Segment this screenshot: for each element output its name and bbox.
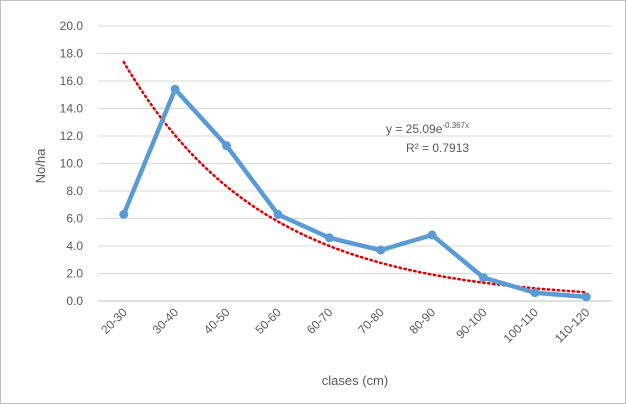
x-tick-label: 70-80 <box>355 305 387 337</box>
data-point <box>479 273 488 283</box>
x-tick-label: 80-90 <box>407 305 439 337</box>
data-point <box>427 230 437 240</box>
data-point <box>530 288 540 298</box>
y-tick-label: 2.0 <box>66 267 83 281</box>
y-tick-label: 8.0 <box>66 184 83 198</box>
y-tick-label: 18.0 <box>60 47 84 61</box>
data-point <box>273 209 283 219</box>
x-tick-label: 60-70 <box>304 305 336 337</box>
x-tick-label: 50-60 <box>252 305 284 337</box>
series-line <box>121 87 589 300</box>
y-axis-ticks: 0.0 2.0 4.0 6.0 8.0 10.0 12.0 14.0 16.0 18.0 20.0 <box>60 19 84 308</box>
gridlines <box>98 25 612 302</box>
x-tick-label: 30-40 <box>150 305 182 337</box>
data-point <box>376 245 386 255</box>
x-tick-label: 20-30 <box>98 305 130 337</box>
trendline <box>122 60 588 294</box>
y-tick-label: 16.0 <box>60 74 84 88</box>
x-tick-label: 90-100 <box>453 305 490 342</box>
x-axis-ticks: 20-30 30-40 40-50 50-60 60-70 70-80 80-90 90-10… <box>98 305 592 346</box>
y-tick-label: 4.0 <box>66 239 83 253</box>
r-squared-label: R² = 0.7913 <box>406 141 469 155</box>
x-axis-title: clases (cm) <box>322 373 388 388</box>
y-tick-label: 12.0 <box>60 129 84 143</box>
data-point <box>324 233 334 243</box>
y-tick-label: 6.0 <box>66 212 83 226</box>
data-point <box>119 209 129 219</box>
series-group <box>119 84 591 302</box>
x-tick-label: 110-120 <box>552 305 593 346</box>
data-point <box>170 84 180 94</box>
trendline-group <box>122 60 588 294</box>
y-axis-title: No/ha <box>33 148 48 183</box>
data-point <box>222 141 231 151</box>
y-tick-label: 10.0 <box>60 157 84 171</box>
data-point <box>581 292 591 302</box>
y-tick-label: 20.0 <box>60 19 84 33</box>
y-tick-label: 0.0 <box>66 294 83 308</box>
x-tick-label: 100-110 <box>501 305 542 346</box>
x-tick-label: 40-50 <box>201 305 233 337</box>
y-tick-label: 14.0 <box>60 102 84 116</box>
trendline-equation: y = 25.09e-0.367x <box>386 121 469 136</box>
